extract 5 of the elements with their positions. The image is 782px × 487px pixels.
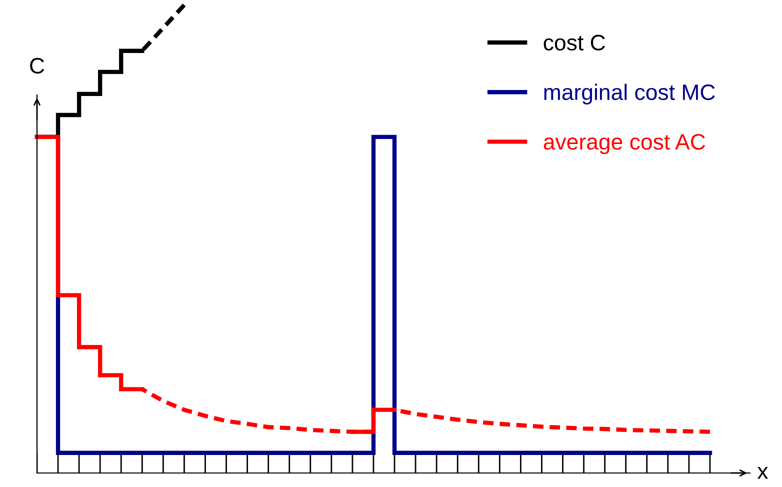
y-axis-title: C (30, 58, 44, 74)
legend-label: average cost AC (544, 134, 706, 154)
legend-label: cost C (544, 34, 605, 51)
x-axis-title: x (757, 467, 768, 479)
legend-label: marginal cost MC (544, 84, 715, 105)
